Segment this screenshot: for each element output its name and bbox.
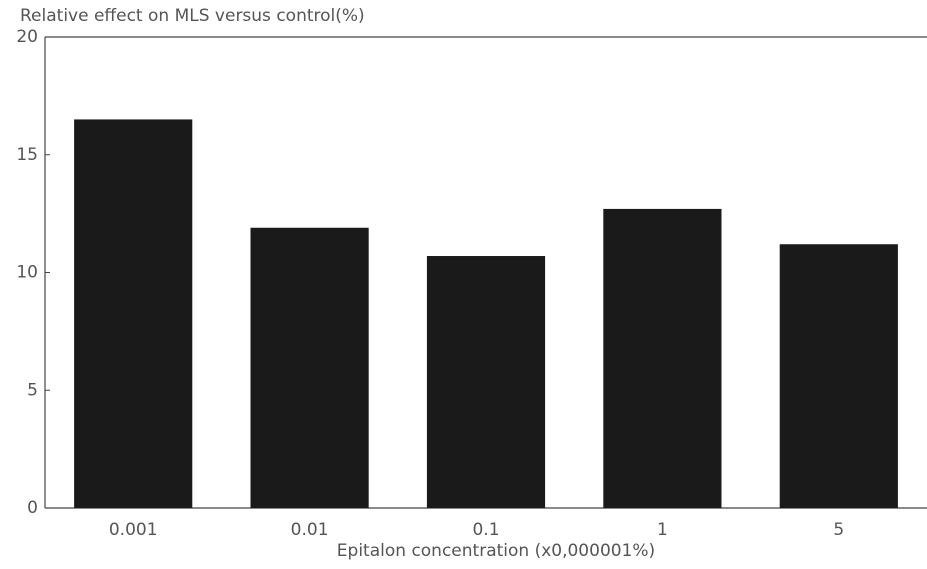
y-tick-label: 5 [27, 380, 38, 400]
bar [603, 208, 722, 509]
x-tick-label: 5 [833, 520, 844, 540]
y-tick-label: 10 [16, 263, 38, 283]
y-tick-label: 15 [16, 145, 38, 165]
bar [779, 244, 898, 509]
x-axis-label: Epitalon concentration (x0,000001%) [337, 541, 655, 561]
y-tick-label: 20 [16, 27, 38, 47]
chart-title: Relative effect on MLS versus control(%) [20, 6, 365, 26]
bar [426, 256, 546, 508]
bar [250, 227, 369, 508]
x-tick-label: 0.01 [291, 520, 329, 540]
bar [74, 119, 193, 509]
x-tick-label: 0.1 [472, 520, 499, 540]
x-tick-label: 1 [657, 520, 668, 540]
x-tick-label: 0.001 [109, 520, 158, 540]
y-tick-label: 0 [27, 498, 38, 518]
